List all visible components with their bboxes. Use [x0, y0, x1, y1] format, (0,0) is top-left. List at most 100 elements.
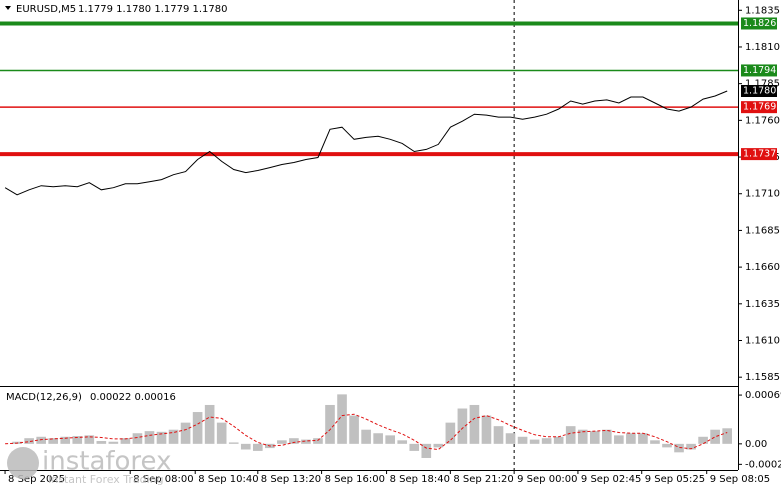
- macd-bar: [168, 429, 179, 444]
- x-tick-label: 9 Sep 08:05: [710, 474, 770, 485]
- x-tick-label: 8 Sep 21:20: [453, 474, 513, 485]
- macd-bar: [517, 436, 528, 444]
- macd-bar: [361, 429, 371, 444]
- macd-bar: [84, 435, 95, 444]
- ohlc: 1.1779 1.1780 1.1779 1.1780: [78, 4, 228, 15]
- x-tick-label: 9 Sep 00:00: [517, 474, 577, 485]
- macd-title: MACD(12,26,9): [6, 392, 82, 403]
- macd-bar: [24, 438, 34, 444]
- logo: [7, 447, 39, 479]
- macd-bar: [277, 440, 287, 444]
- level-label: 1.1794: [743, 65, 776, 76]
- x-tick-label: 8 Sep 10:40: [198, 474, 258, 485]
- y-tick-label: 1.1610: [745, 336, 780, 347]
- level-label-box: [741, 101, 777, 114]
- macd-bar: [397, 440, 408, 444]
- macd-bar: [638, 433, 648, 444]
- macd-bar: [493, 426, 504, 444]
- macd-bar: [216, 422, 227, 444]
- macd-bar: [589, 431, 600, 444]
- macd-readout: 0.00022 0.00016: [90, 392, 176, 403]
- macd-bar: [577, 429, 588, 444]
- macd-bar: [674, 443, 684, 453]
- level-label-box: [741, 84, 777, 97]
- macd-bar: [541, 438, 552, 444]
- macd-bar: [409, 443, 420, 451]
- watermark: instaforex Instant Forex Trading: [7, 447, 171, 486]
- macd-bar: [722, 428, 732, 444]
- macd-bar: [602, 429, 612, 444]
- macd-tick-label: 0.00: [745, 439, 767, 450]
- macd-bar: [120, 438, 131, 444]
- y-tick-label: 1.1760: [745, 115, 780, 126]
- macd-bar: [686, 443, 696, 450]
- y-tick-label: 1.1710: [745, 189, 780, 200]
- macd-bar: [192, 412, 203, 444]
- macd-bar: [240, 443, 251, 450]
- macd-bar: [614, 435, 624, 444]
- macd-bar: [72, 436, 83, 444]
- macd-bar: [132, 433, 143, 444]
- macd-bar: [385, 435, 395, 444]
- macd-signal: [5, 413, 728, 451]
- x-tick-label: 8 Sep 2025: [8, 474, 65, 485]
- macd-bar: [60, 436, 71, 444]
- macd-bar: [481, 415, 492, 444]
- macd-bar: [710, 429, 720, 444]
- x-tick-label: 8 Sep 18:40: [390, 474, 450, 485]
- macd-bar: [553, 436, 564, 444]
- level-label-box: [741, 148, 777, 161]
- y-tick-label: 1.1785: [745, 79, 780, 90]
- level-label: 1.1737: [743, 149, 776, 160]
- level-label: 1.1826: [743, 18, 776, 29]
- macd-bar: [252, 443, 263, 451]
- macd-bar: [228, 442, 239, 444]
- y-tick-label: 1.1585: [745, 372, 780, 383]
- macd-tick-label: -0.00029: [745, 459, 781, 470]
- macd-bar: [289, 438, 299, 444]
- brand: instaforex: [42, 447, 171, 477]
- level-label-box: [741, 17, 777, 30]
- macd-bar: [626, 433, 636, 444]
- macd-bar: [325, 404, 335, 444]
- macd-bar: [313, 438, 323, 444]
- x-tick-label: 8 Sep 16:00: [325, 474, 385, 485]
- y-tick-label: 1.1810: [745, 42, 780, 53]
- level-label: 1.1780: [743, 85, 776, 96]
- macd-bar: [469, 404, 480, 444]
- menu-arrow[interactable]: [5, 6, 11, 10]
- macd-bar: [48, 438, 59, 444]
- price-line: [4, 90, 728, 196]
- macd-bar: [662, 443, 672, 448]
- macd-tick-label: 0.00069: [745, 390, 781, 401]
- macd-bar: [529, 439, 540, 444]
- macd-bar: [301, 439, 311, 444]
- macd-bar: [421, 443, 432, 458]
- macd-bar: [698, 436, 708, 444]
- macd-bar: [156, 431, 167, 444]
- x-tick-label: 8 Sep 13:20: [261, 474, 321, 485]
- macd-bar: [204, 404, 215, 444]
- tagline: Instant Forex Trading: [48, 473, 164, 486]
- x-tick-label: 9 Sep 02:45: [581, 474, 641, 485]
- macd-bar: [36, 436, 46, 444]
- macd-bar: [180, 422, 191, 444]
- y-tick-label: 1.1635: [745, 299, 780, 310]
- macd-bar: [433, 443, 444, 448]
- macd-bar: [565, 426, 576, 444]
- macd-bar: [373, 433, 383, 444]
- macd-bar: [349, 415, 359, 444]
- macd-bar: [144, 431, 155, 444]
- macd-bar: [337, 394, 347, 444]
- macd-bar: [108, 441, 119, 444]
- macd-bar: [650, 440, 660, 444]
- x-tick-label: 8 Sep 08:00: [133, 474, 193, 485]
- x-tick-label: 9 Sep 05:25: [645, 474, 705, 485]
- y-tick-label: 1.1660: [745, 262, 780, 273]
- macd-bar: [505, 433, 516, 444]
- level-label-box: [741, 64, 777, 77]
- level-label: 1.1769: [743, 102, 776, 113]
- y-tick-label: 1.1835: [745, 5, 780, 16]
